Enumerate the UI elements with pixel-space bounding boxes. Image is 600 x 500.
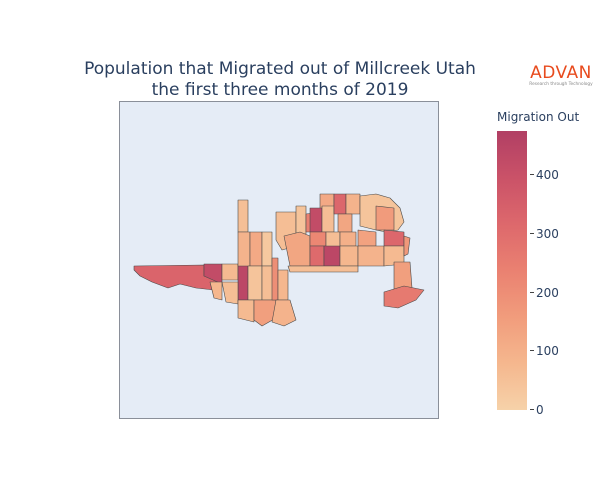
colorbar-tick-label: 0 <box>530 403 544 417</box>
census-tract-region[interactable] <box>283 231 311 267</box>
census-tract-region[interactable] <box>237 263 249 301</box>
colorbar-tick-label: 100 <box>530 344 559 358</box>
census-tract-region[interactable] <box>309 207 323 233</box>
choropleth-map[interactable] <box>120 102 438 418</box>
census-tract-region[interactable] <box>271 299 297 327</box>
census-tract-region[interactable] <box>287 265 359 273</box>
colorbar-tick-label: 400 <box>530 168 559 182</box>
census-tract-region[interactable] <box>249 231 263 267</box>
census-tract-region[interactable] <box>277 269 289 301</box>
brand-tagline: Research through Technology <box>529 82 593 87</box>
census-tract-region[interactable] <box>337 213 353 233</box>
census-tract-region[interactable] <box>323 245 341 267</box>
chart-title-line-2: the first three months of 2019 <box>151 80 409 100</box>
census-tract-region[interactable] <box>309 231 327 247</box>
advan-logo: ADVAN Research through Technology <box>524 64 598 88</box>
census-tract-region[interactable] <box>271 257 279 301</box>
census-tract-region[interactable] <box>357 245 385 267</box>
census-tract-region[interactable] <box>209 281 223 301</box>
census-tract-region[interactable] <box>309 245 325 267</box>
census-tract-region[interactable] <box>383 229 405 247</box>
census-tract-region[interactable] <box>237 231 251 267</box>
chart-title: Population that Migrated out of Millcree… <box>60 59 500 101</box>
census-tract-region[interactable] <box>383 285 425 309</box>
census-tract-region[interactable] <box>345 193 361 215</box>
brand-name: ADVAN <box>530 63 592 83</box>
census-tract-region[interactable] <box>221 281 239 305</box>
census-tract-region[interactable] <box>333 193 347 215</box>
colorbar-tick-label: 300 <box>530 227 559 241</box>
census-tract-region[interactable] <box>261 231 273 267</box>
census-tract-region[interactable] <box>321 205 335 233</box>
map-area[interactable] <box>119 101 439 419</box>
census-tract-region[interactable] <box>403 235 411 257</box>
census-tract-region[interactable] <box>375 205 395 231</box>
census-tract-region[interactable] <box>295 205 307 235</box>
census-tract-region[interactable] <box>237 299 255 323</box>
colorbar-title: Migration Out <box>497 110 580 124</box>
census-tract-region[interactable] <box>357 229 377 247</box>
census-tract-region[interactable] <box>221 263 239 281</box>
census-tract-region[interactable] <box>339 231 357 247</box>
chart-title-line-1: Population that Migrated out of Millcree… <box>84 59 476 79</box>
census-tract-region[interactable] <box>393 261 413 291</box>
colorbar-gradient <box>497 131 527 410</box>
colorbar <box>497 131 527 410</box>
census-tract-region[interactable] <box>237 199 249 233</box>
colorbar-tick-label: 200 <box>530 286 559 300</box>
census-tract-region[interactable] <box>247 265 263 301</box>
census-tract-region[interactable] <box>339 245 359 267</box>
